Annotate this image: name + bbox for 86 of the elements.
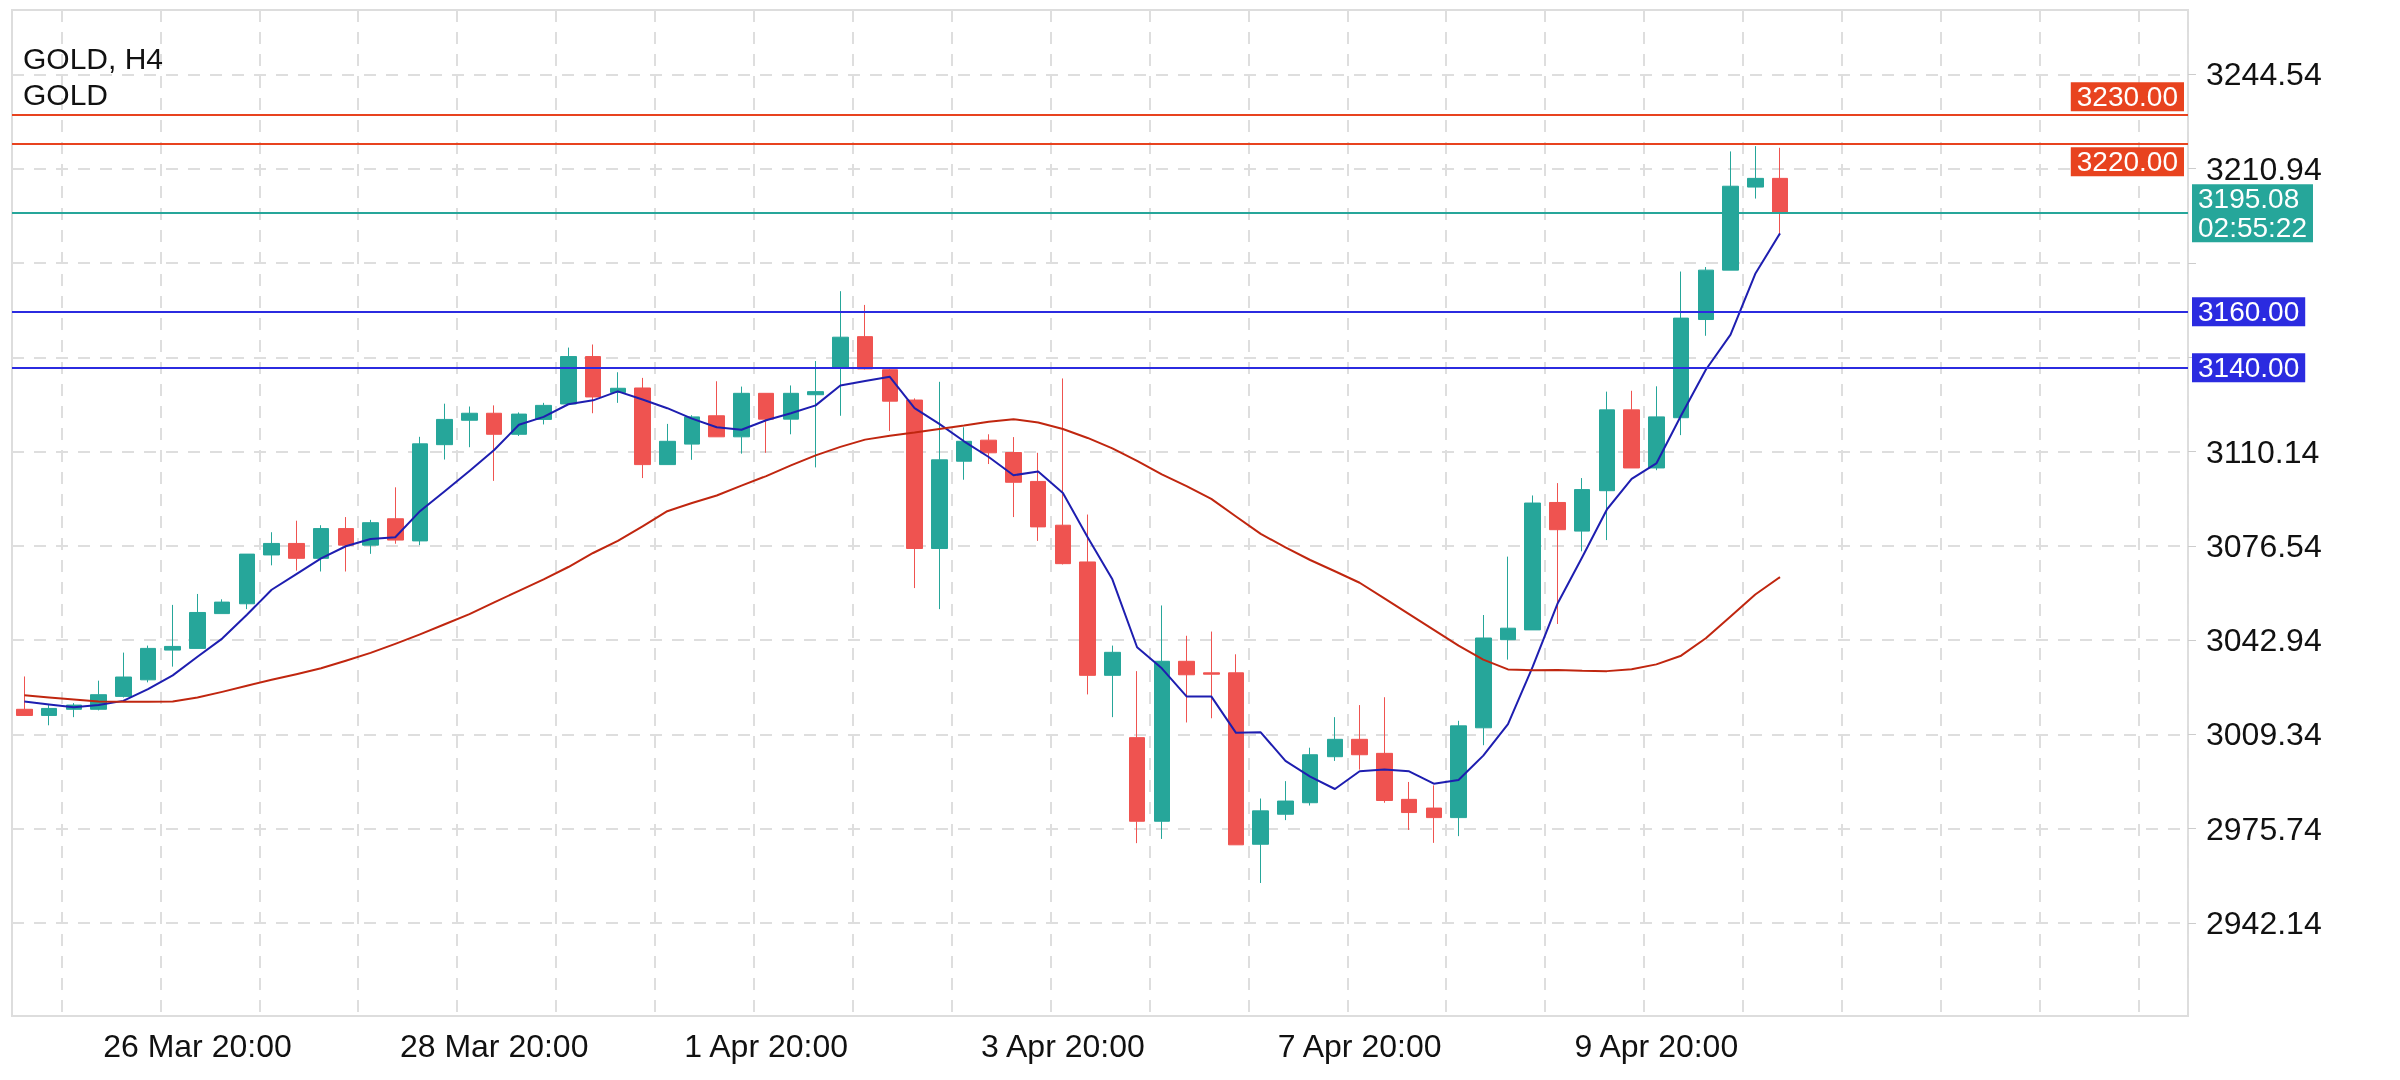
candlestick — [164, 604, 181, 668]
ref-line-label: 3160.00 — [2198, 296, 2300, 328]
candlestick — [1030, 452, 1046, 542]
y-tick-label: 2975.74 — [2206, 810, 2322, 847]
text: GOLD, H4 — [23, 41, 164, 75]
candlestick — [857, 304, 873, 370]
candlestick — [832, 290, 849, 417]
candlestick — [1055, 377, 1071, 565]
candlestick — [956, 426, 972, 481]
candlestick — [1351, 704, 1368, 771]
candlestick — [906, 397, 923, 589]
candlestick — [758, 392, 774, 454]
candlestick — [362, 519, 379, 555]
y-tick-label: 3244.54 — [2206, 56, 2322, 93]
candlestick — [1252, 798, 1269, 884]
y-tick-label: 3009.34 — [2206, 716, 2322, 753]
candlestick — [1648, 385, 1665, 471]
x-tick-label: 3 Apr 20:00 — [981, 1028, 1145, 1064]
candlestick — [288, 520, 305, 572]
y-tick-label: 3042.94 — [2206, 622, 2322, 659]
candlestick — [115, 652, 132, 698]
candlestick — [1475, 614, 1492, 746]
candlestick — [659, 423, 676, 466]
candlestick — [1005, 436, 1022, 518]
x-tick-label: 7 Apr 20:00 — [1277, 1028, 1442, 1064]
y-tick-label: 2942.14 — [2206, 905, 2322, 941]
candlestick — [140, 645, 156, 683]
candlestick — [1376, 696, 1393, 804]
ref-line-label: 3230.00 — [2076, 81, 2178, 113]
candlestick — [1698, 266, 1714, 337]
candlestick — [882, 367, 898, 432]
x-tick-label: 26 Mar 20:00 — [103, 1028, 292, 1064]
candlestick — [461, 406, 478, 448]
candlestick — [1549, 482, 1566, 625]
candlestick — [1599, 391, 1615, 541]
candlestick — [1500, 556, 1516, 661]
candlestick — [1574, 477, 1590, 552]
candlestick — [733, 386, 750, 455]
candlestick — [189, 593, 206, 649]
candlestick — [1079, 514, 1096, 695]
candlestick — [560, 347, 577, 406]
x-tick-label: 1 Apr 20:00 — [684, 1028, 849, 1064]
candlestick — [313, 524, 329, 573]
ref-line-label: 3220.00 — [2076, 146, 2178, 178]
candlestick — [41, 704, 57, 726]
line-series — [23, 418, 1781, 703]
candlestick — [1450, 720, 1467, 837]
candlestick — [1673, 271, 1689, 436]
candlestick — [1623, 390, 1640, 469]
candlestick — [807, 360, 824, 468]
candlestick — [1426, 784, 1442, 844]
candlestick — [1129, 670, 1145, 844]
y-tick-label: 3076.54 — [2206, 527, 2322, 564]
candlestick — [239, 553, 255, 610]
candlestick — [980, 433, 997, 465]
line-series — [23, 232, 1781, 790]
candlestick — [684, 414, 700, 461]
candlestick — [16, 675, 33, 716]
x-tick-label: 28 Mar 20:00 — [399, 1028, 589, 1064]
candlestick — [263, 531, 280, 566]
candlestick — [1228, 653, 1244, 846]
ref-line-label: 3140.00 — [2198, 352, 2300, 384]
y-tick-label: 3110.14 — [2206, 433, 2320, 470]
candlestick — [1772, 147, 1788, 235]
candlestick — [931, 381, 948, 610]
candlestick — [1302, 747, 1318, 807]
candlestick — [1104, 645, 1121, 718]
text: GOLD — [23, 77, 109, 111]
candlestick — [436, 403, 453, 461]
candlestick — [1277, 780, 1294, 821]
candlestick — [1154, 604, 1170, 840]
candlestick — [783, 384, 799, 435]
candlestick — [412, 436, 428, 546]
candlestick — [214, 598, 230, 615]
candlestick — [486, 404, 502, 482]
candlestick — [1203, 631, 1220, 719]
candlestick — [1327, 716, 1343, 762]
candlestick — [1747, 145, 1764, 200]
candlestick — [708, 380, 725, 438]
candlestick — [1524, 494, 1541, 631]
candlestick — [634, 377, 651, 479]
candlestick — [1401, 781, 1417, 831]
candlestick — [338, 516, 354, 573]
candlestick — [585, 343, 601, 414]
candlestick — [1178, 635, 1195, 723]
x-tick-label: 9 Apr 20:00 — [1574, 1028, 1739, 1064]
